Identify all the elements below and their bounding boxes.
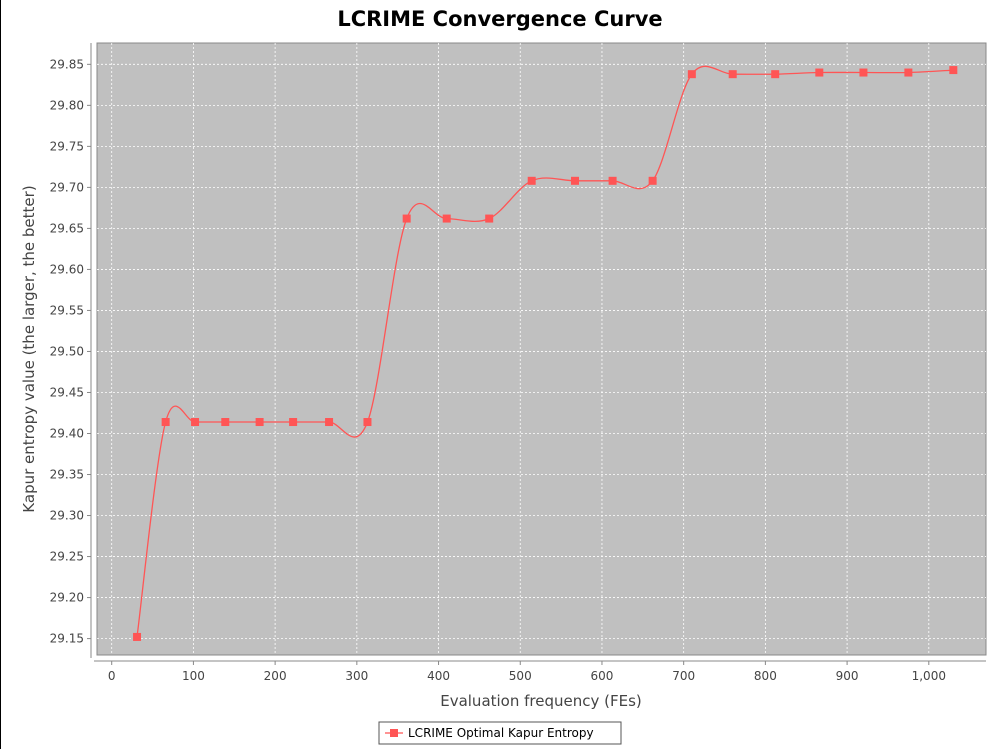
- x-tick-label: 600: [591, 669, 614, 683]
- data-point-marker: [648, 176, 657, 185]
- x-tick-label: 800: [754, 669, 777, 683]
- y-tick-label: 29.55: [50, 303, 84, 317]
- x-tick-label: 700: [672, 669, 695, 683]
- plot-area: [96, 42, 987, 656]
- y-tick-label: 29.35: [50, 468, 84, 482]
- data-point-marker: [687, 70, 696, 79]
- y-axis-ticks: 29.15 29.20 29.25 29.30 29.35 29.40 29.45 29.50…: [50, 57, 91, 646]
- data-point-marker: [815, 68, 824, 77]
- data-point-marker: [608, 176, 617, 185]
- data-point-marker: [571, 176, 580, 185]
- legend: LCRIME Optimal Kapur Entropy: [378, 721, 622, 745]
- y-tick-label: 29.60: [50, 262, 84, 276]
- grid-lines: [97, 43, 986, 655]
- data-point-marker: [221, 418, 230, 427]
- chart-title: LCRIME Convergence Curve: [337, 7, 662, 31]
- y-tick-label: 29.65: [50, 221, 84, 235]
- legend-label: LCRIME Optimal Kapur Entropy: [408, 726, 594, 740]
- data-point-marker: [527, 176, 536, 185]
- y-tick-label: 29.70: [50, 180, 84, 194]
- data-point-marker: [904, 68, 913, 77]
- y-tick-label: 29.80: [50, 98, 84, 112]
- x-tick-label: 100: [182, 669, 205, 683]
- data-point-marker: [949, 66, 958, 75]
- y-tick-label: 29.45: [50, 385, 84, 399]
- x-axis-label: Evaluation frequency (FEs): [440, 692, 642, 710]
- y-tick-label: 29.40: [50, 426, 84, 440]
- axes: [90, 43, 986, 662]
- y-tick-label: 29.75: [50, 139, 84, 153]
- x-tick-label: 200: [264, 669, 287, 683]
- legend-marker-swatch: [390, 729, 398, 737]
- legend-box: [378, 721, 622, 745]
- x-tick-label: 500: [509, 669, 532, 683]
- data-point-marker: [191, 418, 200, 427]
- data-point-marker: [363, 418, 372, 427]
- series-layer: [133, 65, 958, 641]
- x-axis-ticks: 0 100 200 300 400 500 600 700 800 900 1,000: [108, 661, 946, 683]
- data-point-marker: [442, 214, 451, 223]
- x-tick-label: 900: [836, 669, 859, 683]
- data-point-marker: [771, 70, 780, 79]
- data-point-marker: [402, 214, 411, 223]
- x-tick-label: 300: [345, 669, 368, 683]
- x-tick-label: 0: [108, 669, 116, 683]
- y-tick-label: 29.30: [50, 509, 84, 523]
- y-tick-label: 29.25: [50, 550, 84, 564]
- y-axis-label: Kapur entropy value (the larger, the bet…: [20, 185, 38, 512]
- data-point-marker: [255, 418, 264, 427]
- data-point-marker: [289, 418, 298, 427]
- data-point-marker: [133, 632, 142, 641]
- y-tick-label: 29.20: [50, 591, 84, 605]
- y-tick-label: 29.85: [50, 57, 84, 71]
- x-tick-label: 1,000: [912, 669, 946, 683]
- data-point-marker: [161, 418, 170, 427]
- x-tick-label: 400: [427, 669, 450, 683]
- data-point-marker: [485, 214, 494, 223]
- y-tick-label: 29.15: [50, 632, 84, 646]
- data-point-marker: [859, 68, 868, 77]
- data-point-marker: [728, 70, 737, 79]
- data-point-marker: [325, 418, 334, 427]
- y-tick-label: 29.50: [50, 344, 84, 358]
